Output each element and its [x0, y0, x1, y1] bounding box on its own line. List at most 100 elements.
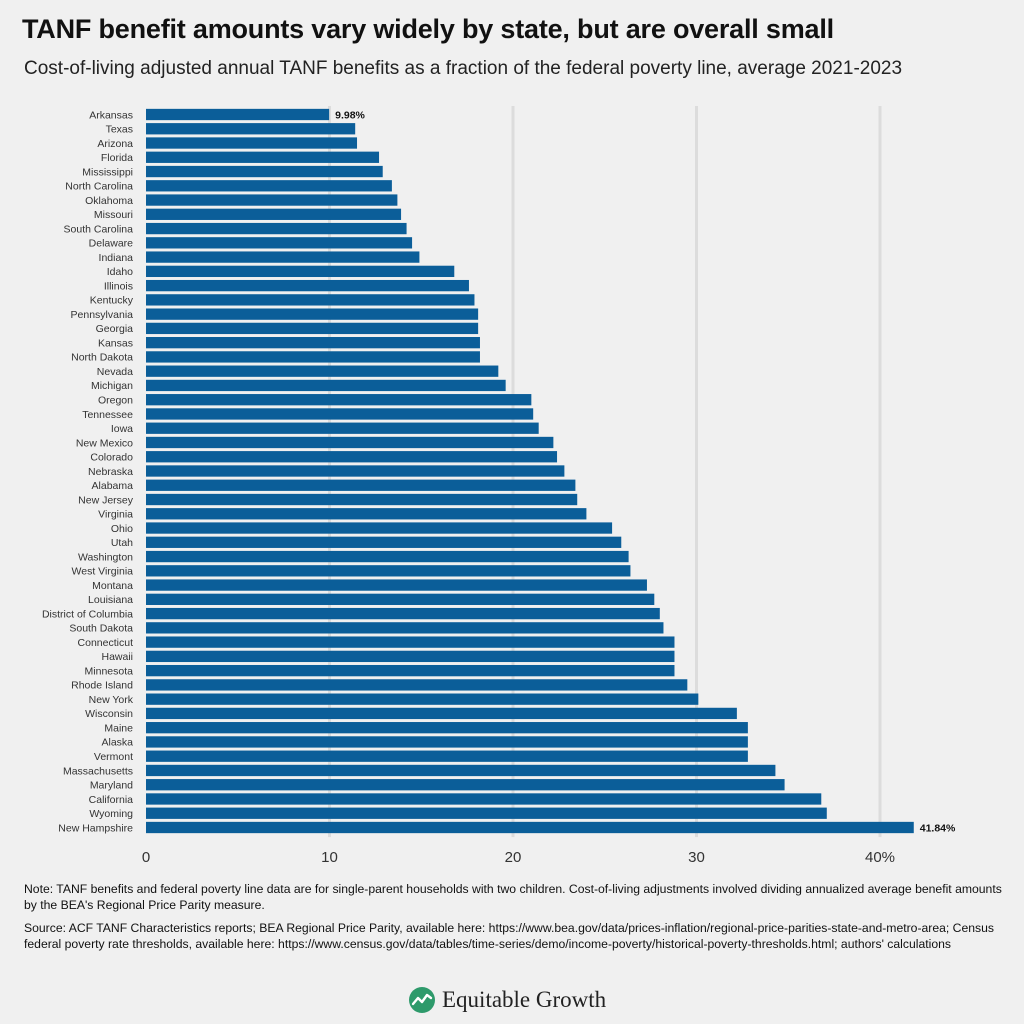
category-label: North Carolina: [65, 181, 133, 193]
category-label: Colorado: [90, 452, 133, 464]
equitable-growth-logo: Equitable Growth: [408, 986, 606, 1014]
category-label: Pennsylvania: [71, 309, 134, 321]
bar-montana: [146, 579, 647, 591]
chart-subtitle: Cost-of-living adjusted annual TANF bene…: [24, 58, 903, 79]
bar-massachusetts: [146, 764, 776, 777]
category-label: Maine: [104, 722, 133, 734]
category-label: Wyoming: [89, 808, 133, 820]
category-label: Iowa: [111, 423, 133, 435]
category-label: Tennessee: [82, 409, 133, 421]
data-label: 41.84%: [920, 822, 956, 834]
category-label: Virginia: [98, 509, 133, 521]
bar-indiana: [146, 251, 420, 263]
bar-vermont: [146, 750, 748, 762]
bar-chart: Arkansas Texas Arizona Florida Mississippi No…: [42, 106, 956, 866]
bar-alabama: [146, 479, 576, 491]
bar-mississippi: [146, 165, 383, 178]
category-label: Missouri: [94, 209, 133, 221]
x-tick-label: 0: [142, 849, 150, 866]
category-label: South Carolina: [64, 223, 134, 235]
bar-new-york: [146, 693, 699, 705]
category-label: New York: [89, 694, 134, 706]
category-label: Utah: [111, 537, 133, 549]
bar-minnesota: [146, 664, 675, 677]
bar-north-dakota: [146, 351, 480, 363]
category-label: Michigan: [91, 380, 133, 392]
bar-wyoming: [146, 807, 827, 819]
category-label: Vermont: [94, 751, 133, 763]
category-labels: Arkansas Texas Arizona Florida Mississippi No…: [42, 109, 134, 834]
category-label: Delaware: [89, 238, 134, 250]
category-label: Oklahoma: [85, 195, 133, 207]
data-label: 9.98%: [335, 109, 365, 121]
bar-georgia: [146, 322, 479, 335]
bar-missouri: [146, 208, 402, 220]
x-axis-ticks: 0 10 20 30 40%: [142, 849, 895, 866]
bar-alaska: [146, 736, 748, 748]
category-label: Florida: [101, 152, 133, 164]
category-label: Georgia: [96, 323, 134, 335]
x-tick-label: 20: [505, 849, 522, 866]
category-label: South Dakota: [69, 623, 133, 635]
bar-louisiana: [146, 593, 655, 605]
category-label: California: [89, 794, 134, 806]
bar-south-carolina: [146, 222, 407, 235]
category-label: Texas: [106, 124, 133, 136]
category-label: Illinois: [104, 280, 133, 292]
category-label: Idaho: [107, 266, 133, 278]
category-label: Massachusetts: [63, 765, 133, 777]
category-label: Wisconsin: [85, 708, 133, 720]
bar-oregon: [146, 394, 532, 406]
x-tick-label: 30: [688, 849, 705, 866]
bar-arkansas: [146, 108, 330, 121]
bar-nevada: [146, 365, 499, 377]
bar-arizona: [146, 137, 358, 149]
chart-title: TANF benefit amounts vary widely by stat…: [22, 14, 834, 44]
bar-iowa: [146, 422, 539, 434]
category-label: Ohio: [111, 523, 133, 535]
category-label: Connecticut: [78, 637, 134, 649]
chart-source: Source: ACF TANF Characteristics reports…: [24, 921, 995, 951]
logo-text: Equitable Growth: [442, 987, 607, 1012]
bar-new-mexico: [146, 436, 554, 449]
category-label: District of Columbia: [42, 608, 133, 620]
bar-pennsylvania: [146, 308, 479, 320]
bar-delaware: [146, 237, 413, 249]
category-label: Mississippi: [82, 166, 133, 178]
bar-idaho: [146, 265, 455, 278]
bar-hawaii: [146, 650, 675, 663]
category-label: New Mexico: [76, 437, 133, 449]
category-label: Alaska: [101, 737, 133, 749]
category-label: Washington: [78, 551, 133, 563]
bar-washington: [146, 550, 629, 563]
bar-virginia: [146, 508, 587, 520]
bar-new-hampshire: [146, 821, 914, 834]
equitable-growth-logo-icon: [409, 987, 435, 1013]
bar-florida: [146, 151, 380, 163]
chart-note: Note: TANF benefits and federal poverty …: [24, 882, 1002, 912]
category-label: New Hampshire: [58, 822, 133, 834]
category-label: Montana: [92, 580, 133, 592]
category-label: Kansas: [98, 337, 133, 349]
bar-illinois: [146, 279, 469, 292]
bar-rhode-island: [146, 679, 688, 691]
category-label: Alabama: [92, 480, 134, 492]
bar-kansas: [146, 337, 480, 349]
bar-south-dakota: [146, 622, 664, 634]
bar-oklahoma: [146, 194, 398, 206]
data-labels: 9.98% 41.84%: [335, 109, 956, 834]
bar-wisconsin: [146, 707, 737, 720]
bar-kentucky: [146, 294, 475, 306]
bar-tennessee: [146, 408, 534, 420]
bar-west-virginia: [146, 565, 631, 577]
bar-maine: [146, 722, 748, 734]
bar-utah: [146, 536, 622, 548]
category-label: Nevada: [97, 366, 133, 378]
bar-california: [146, 793, 822, 805]
bar-north-carolina: [146, 180, 392, 192]
x-tick-label: 40%: [865, 849, 895, 866]
bar-michigan: [146, 379, 506, 392]
category-label: West Virginia: [72, 566, 134, 578]
category-label: Oregon: [98, 395, 133, 407]
bar-nebraska: [146, 465, 565, 477]
